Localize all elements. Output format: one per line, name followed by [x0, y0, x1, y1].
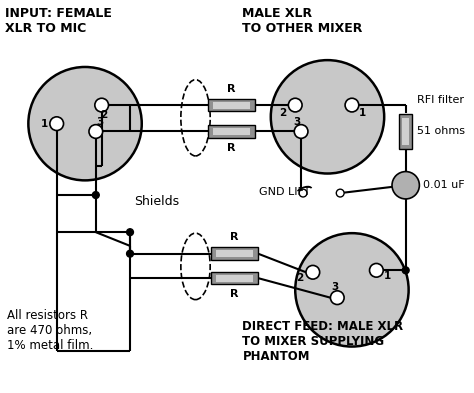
- Text: Shields: Shields: [134, 195, 179, 208]
- Circle shape: [50, 117, 64, 130]
- Circle shape: [402, 267, 409, 274]
- Circle shape: [370, 263, 383, 277]
- Text: 2: 2: [297, 273, 304, 283]
- Circle shape: [392, 172, 419, 199]
- FancyBboxPatch shape: [208, 125, 255, 138]
- FancyBboxPatch shape: [213, 128, 250, 135]
- Circle shape: [294, 125, 308, 138]
- Text: 1: 1: [359, 108, 366, 118]
- Circle shape: [89, 125, 103, 138]
- Text: R: R: [230, 232, 239, 242]
- FancyBboxPatch shape: [216, 275, 253, 281]
- Text: R: R: [230, 289, 239, 299]
- Text: 51 ohms: 51 ohms: [418, 127, 465, 136]
- Circle shape: [95, 98, 109, 112]
- Text: R: R: [228, 143, 236, 153]
- Text: All resistors R
are 470 ohms,
1% metal film.: All resistors R are 470 ohms, 1% metal f…: [7, 309, 93, 353]
- Text: 1: 1: [40, 119, 47, 129]
- Circle shape: [28, 67, 142, 180]
- Text: MALE XLR
TO OTHER MIXER: MALE XLR TO OTHER MIXER: [242, 7, 363, 35]
- FancyBboxPatch shape: [402, 118, 409, 145]
- Text: 0.01 uF: 0.01 uF: [423, 180, 465, 190]
- Text: 3: 3: [332, 282, 339, 292]
- Circle shape: [330, 291, 344, 305]
- Circle shape: [127, 229, 134, 235]
- Circle shape: [92, 192, 99, 198]
- Circle shape: [345, 98, 359, 112]
- FancyBboxPatch shape: [211, 247, 258, 260]
- Text: R: R: [228, 84, 236, 94]
- FancyBboxPatch shape: [213, 102, 250, 108]
- FancyBboxPatch shape: [211, 272, 258, 285]
- Circle shape: [127, 250, 134, 257]
- Circle shape: [299, 189, 307, 197]
- Text: 2: 2: [279, 108, 286, 118]
- Text: RFI filter: RFI filter: [418, 95, 465, 105]
- Circle shape: [306, 265, 319, 279]
- FancyBboxPatch shape: [216, 250, 253, 257]
- FancyBboxPatch shape: [208, 99, 255, 112]
- Text: 2: 2: [100, 110, 107, 120]
- Circle shape: [271, 60, 384, 174]
- Text: GND LIFT: GND LIFT: [259, 187, 310, 197]
- Text: DIRECT FEED: MALE XLR
TO MIXER SUPPLYING
PHANTOM: DIRECT FEED: MALE XLR TO MIXER SUPPLYING…: [242, 320, 403, 363]
- Circle shape: [288, 98, 302, 112]
- Text: 3: 3: [293, 117, 301, 127]
- Circle shape: [295, 233, 409, 347]
- FancyBboxPatch shape: [399, 114, 412, 149]
- Text: INPUT: FEMALE
XLR TO MIC: INPUT: FEMALE XLR TO MIC: [5, 7, 112, 35]
- Text: 3: 3: [96, 117, 103, 127]
- Circle shape: [336, 189, 344, 197]
- Text: 1: 1: [383, 271, 391, 281]
